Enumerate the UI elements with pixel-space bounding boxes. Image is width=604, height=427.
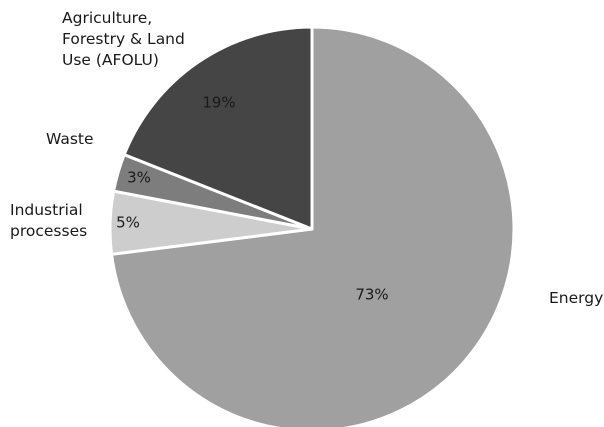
pie-slice-afolu <box>122 25 314 231</box>
category-label-waste: Waste <box>46 130 94 148</box>
pie-slices <box>108 25 516 427</box>
category-label-energy: Energy <box>549 289 603 307</box>
pct-label-energy: 73% <box>355 286 388 304</box>
percentage-labels: 73% 5% 3% 19% <box>116 94 389 304</box>
pct-label-industrial-processes: 5% <box>116 214 140 232</box>
pct-label-afolu: 19% <box>202 94 235 112</box>
category-labels: Energy Industrial processes Waste Agricultur… <box>10 9 603 307</box>
category-label-industrial-processes: Industrial processes <box>10 201 87 240</box>
pct-label-waste: 3% <box>127 169 151 187</box>
category-label-afolu: Agriculture, Forestry & Land Use (AFOLU) <box>62 9 185 69</box>
